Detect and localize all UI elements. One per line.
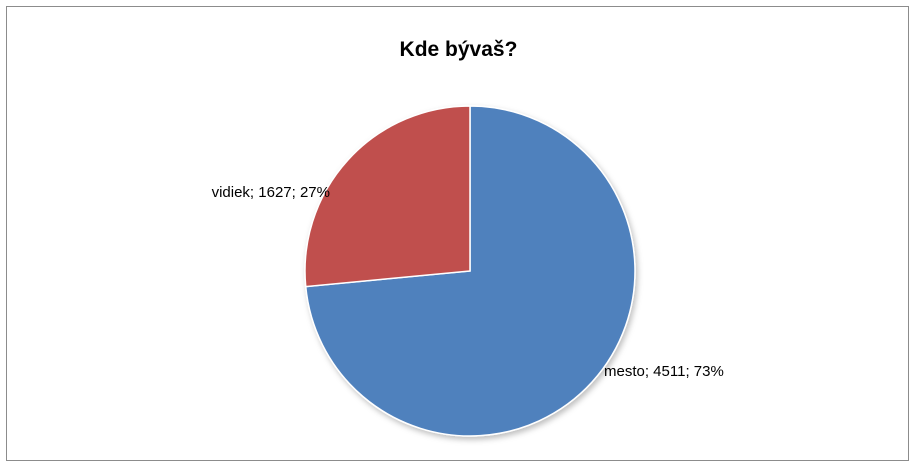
data-label-vidiek: vidiek; 1627; 27% xyxy=(212,184,330,201)
data-label-mesto: mesto; 4511; 73% xyxy=(604,363,724,380)
chart-title: Kde bývaš? xyxy=(399,38,518,61)
pie-slice-vidiek xyxy=(304,105,471,288)
